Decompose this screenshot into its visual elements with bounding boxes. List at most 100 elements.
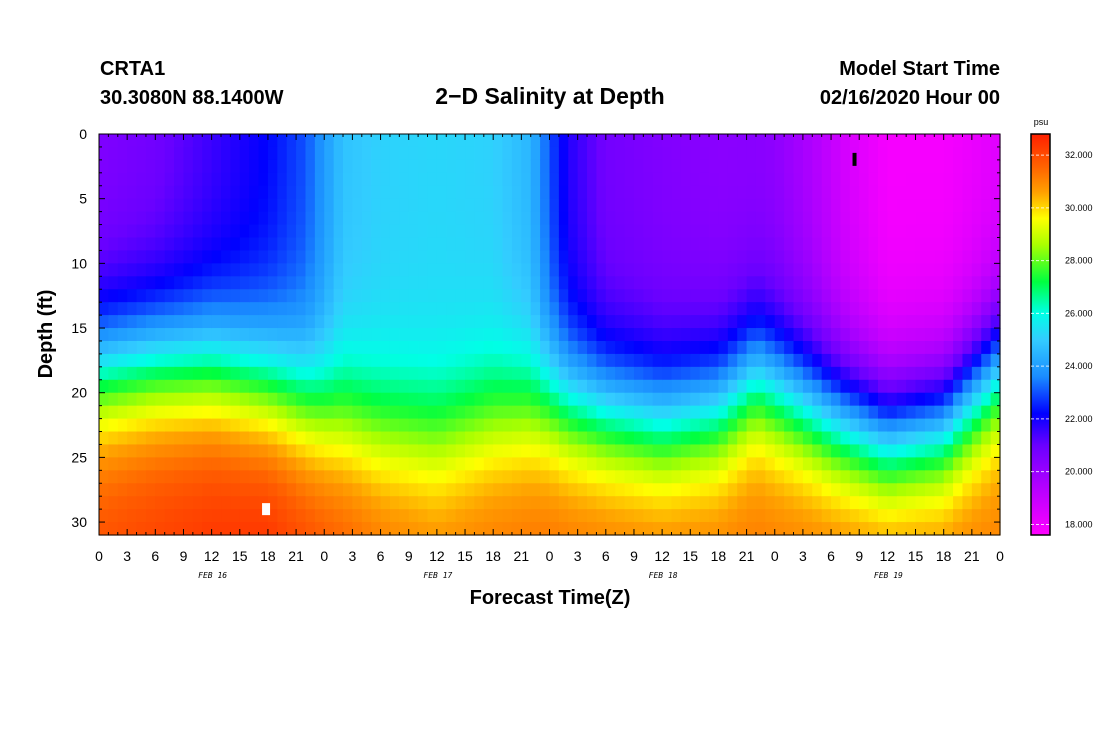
heatmap-cell [455, 289, 466, 303]
heatmap-cell [99, 522, 109, 536]
heatmap-cell [981, 263, 992, 277]
heatmap-cell [990, 185, 1001, 200]
heatmap-cell [493, 302, 504, 316]
heatmap-cell [164, 315, 175, 329]
heatmap-cell [174, 237, 185, 252]
heatmap-cell [305, 366, 316, 381]
heatmap-cell [277, 134, 288, 148]
heatmap-cell [568, 302, 579, 316]
heatmap-cell [296, 159, 307, 174]
heatmap-cell [615, 198, 626, 213]
heatmap-cell [765, 211, 776, 226]
heatmap-cell [915, 392, 926, 407]
heatmap-cell [877, 379, 888, 394]
heatmap-cell [324, 276, 335, 290]
heatmap-cell [624, 496, 635, 510]
heatmap-cell [436, 405, 447, 420]
heatmap-cell [427, 483, 438, 497]
heatmap-cell [267, 276, 278, 290]
heatmap-cell [840, 496, 851, 510]
heatmap-cell [934, 444, 945, 458]
heatmap-cell [446, 146, 457, 161]
heatmap-cell [493, 366, 504, 381]
heatmap-cell [915, 172, 926, 187]
heatmap-cell [333, 315, 344, 329]
heatmap-cell [643, 470, 654, 484]
heatmap-cell [943, 172, 954, 187]
heatmap-cell [934, 172, 945, 187]
heatmap-cell [202, 276, 213, 290]
heatmap-cell [202, 211, 213, 226]
heatmap-cell [183, 159, 194, 174]
heatmap-cell [868, 159, 879, 174]
heatmap-cell [277, 392, 288, 407]
heatmap-cell [286, 483, 297, 497]
heatmap-cell [286, 522, 297, 536]
heatmap-cell [774, 328, 785, 342]
heatmap-cell [108, 146, 119, 161]
heatmap-cell [211, 198, 222, 213]
heatmap-cell [737, 353, 748, 368]
heatmap-cell [408, 198, 419, 213]
heatmap-cell [211, 366, 222, 381]
heatmap-cell [718, 276, 729, 290]
heatmap-cell [399, 431, 410, 446]
heatmap-cell [887, 134, 898, 148]
heatmap-cell [145, 431, 156, 446]
heatmap-cell [690, 134, 701, 148]
heatmap-cell [840, 340, 851, 355]
heatmap-cell [314, 276, 325, 290]
heatmap-cell [277, 457, 288, 471]
heatmap-cell [286, 353, 297, 368]
heatmap-cell [511, 146, 522, 161]
heatmap-cell [859, 224, 870, 239]
heatmap-cell [502, 483, 513, 497]
heatmap-cell [943, 211, 954, 226]
heatmap-cell [934, 185, 945, 200]
heatmap-cell [455, 250, 466, 264]
heatmap-cell [549, 172, 560, 187]
heatmap-cell [352, 366, 363, 381]
station-coords: 30.3080N 88.1400W [100, 87, 284, 109]
heatmap-cell [718, 263, 729, 277]
heatmap-cell [127, 366, 138, 381]
heatmap-cell [887, 496, 898, 510]
heatmap-cell [465, 418, 476, 433]
heatmap-cell [615, 496, 626, 510]
heatmap-cell [718, 392, 729, 407]
heatmap-cell [145, 198, 156, 213]
heatmap-cell [314, 496, 325, 510]
heatmap-cell [174, 315, 185, 329]
heatmap-cell [840, 418, 851, 433]
heatmap-cell [662, 250, 673, 264]
heatmap-cell [174, 431, 185, 446]
heatmap-cell [427, 134, 438, 148]
heatmap-cell [821, 431, 832, 446]
heatmap-cell [943, 509, 954, 523]
heatmap-cell [249, 431, 260, 446]
heatmap-cell [474, 263, 485, 277]
heatmap-cell [793, 483, 804, 497]
heatmap-cell [465, 315, 476, 329]
heatmap-cell [511, 198, 522, 213]
heatmap-cell [962, 522, 973, 536]
y-tick-label: 5 [79, 191, 87, 207]
heatmap-cell [812, 418, 823, 433]
heatmap-cell [267, 263, 278, 277]
colorbar-tick-label: 18.000 [1065, 519, 1093, 529]
heatmap-cell [774, 353, 785, 368]
heatmap-cell [812, 237, 823, 252]
heatmap-cell [643, 250, 654, 264]
heatmap-cell [709, 405, 720, 420]
heatmap-cell [221, 457, 231, 471]
heatmap-cell [671, 405, 682, 420]
heatmap-cell [239, 457, 250, 471]
heatmap-cell [831, 366, 842, 381]
heatmap-cell [436, 392, 447, 407]
heatmap-cell [615, 457, 626, 471]
heatmap-cell [502, 496, 513, 510]
heatmap-cell [624, 379, 635, 394]
heatmap-cell [906, 289, 917, 303]
heatmap-cell [671, 470, 682, 484]
heatmap-cell [164, 146, 175, 161]
